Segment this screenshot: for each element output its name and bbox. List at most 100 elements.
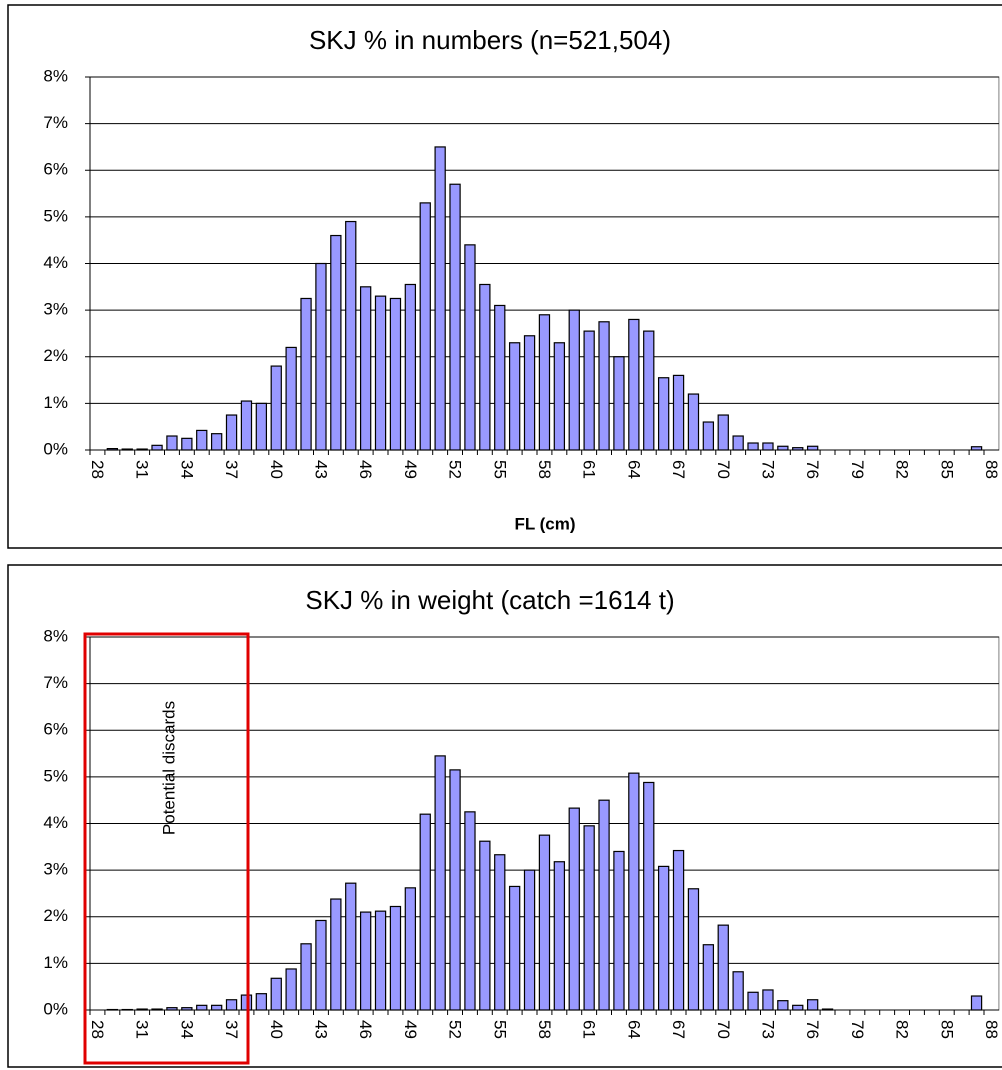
x-tick-label: 64 xyxy=(624,460,643,479)
bar xyxy=(330,898,342,1011)
x-tick-label: 28 xyxy=(88,1020,107,1039)
y-tick-label: 4% xyxy=(43,253,68,272)
y-tick-label: 4% xyxy=(43,813,68,832)
chart-title: SKJ % in numbers (n=521,504) xyxy=(309,25,671,55)
bar xyxy=(762,442,774,451)
x-tick-label: 43 xyxy=(311,460,330,479)
x-tick-label: 31 xyxy=(133,460,152,479)
bar xyxy=(806,999,819,1011)
bar xyxy=(374,910,387,1011)
bar xyxy=(628,772,640,1011)
x-tick-label: 76 xyxy=(803,460,822,479)
bar xyxy=(717,414,729,451)
y-tick-label: 7% xyxy=(43,113,68,132)
bar xyxy=(285,968,297,1011)
bar xyxy=(210,433,223,451)
y-tick-label: 8% xyxy=(43,66,68,85)
bar xyxy=(121,448,133,451)
x-tick-label: 82 xyxy=(893,460,912,479)
bar xyxy=(166,1007,178,1011)
bar xyxy=(732,435,744,451)
bar xyxy=(806,445,819,451)
bar xyxy=(389,297,402,451)
bar xyxy=(166,435,178,451)
x-tick-label: 40 xyxy=(267,1020,286,1039)
bar xyxy=(494,304,506,451)
y-tick-label: 3% xyxy=(43,860,68,879)
y-tick-label: 0% xyxy=(43,439,68,458)
bar xyxy=(538,314,551,451)
y-tick-label: 1% xyxy=(43,953,68,972)
bar xyxy=(494,854,506,1011)
bar xyxy=(643,781,655,1011)
bar xyxy=(151,444,163,451)
bar xyxy=(732,971,744,1011)
x-tick-label: 70 xyxy=(714,1020,733,1039)
bar xyxy=(672,849,685,1011)
bar xyxy=(151,1008,163,1011)
bar xyxy=(270,365,282,451)
bar xyxy=(553,342,566,451)
bar xyxy=(702,944,715,1011)
x-tick-label: 46 xyxy=(356,460,375,479)
bar xyxy=(136,448,148,451)
bar xyxy=(449,183,461,451)
x-tick-label: 49 xyxy=(401,1020,420,1039)
bar xyxy=(523,335,536,451)
x-tick-label: 82 xyxy=(893,1020,912,1039)
x-tick-label: 34 xyxy=(177,1020,196,1039)
bar xyxy=(479,840,491,1011)
bar xyxy=(508,885,521,1011)
bar xyxy=(240,994,253,1011)
bar xyxy=(687,393,700,451)
x-tick-label: 55 xyxy=(490,460,509,479)
bar xyxy=(792,1004,804,1011)
bar xyxy=(613,850,625,1011)
bar xyxy=(300,297,312,451)
bar xyxy=(657,377,670,451)
x-tick-label: 88 xyxy=(982,1020,1001,1039)
x-axis-label: FL (cm) xyxy=(514,514,575,533)
bar xyxy=(196,1004,208,1011)
bar xyxy=(538,834,551,1011)
bar xyxy=(643,330,655,451)
x-tick-label: 37 xyxy=(222,460,241,479)
bar xyxy=(508,342,521,451)
x-tick-label: 64 xyxy=(624,1020,643,1039)
bar xyxy=(777,445,789,451)
x-tick-label: 73 xyxy=(758,460,777,479)
bar xyxy=(613,356,625,451)
bar xyxy=(568,309,580,451)
y-tick-label: 0% xyxy=(43,999,68,1018)
y-tick-label: 8% xyxy=(43,626,68,645)
bar xyxy=(792,447,804,451)
bar xyxy=(553,861,566,1011)
bar xyxy=(970,446,983,451)
bar xyxy=(747,991,759,1011)
x-tick-label: 67 xyxy=(669,1020,688,1039)
x-tick-label: 79 xyxy=(848,1020,867,1039)
panel-border xyxy=(7,564,1002,1068)
bar xyxy=(210,1004,223,1011)
x-tick-label: 37 xyxy=(222,1020,241,1039)
bar xyxy=(389,905,402,1011)
bar xyxy=(404,283,417,451)
bar xyxy=(672,374,685,451)
bar xyxy=(687,888,700,1011)
charts: SKJ % in numbers (n=521,504) 0% 1% 2% 3% 4% 5%… xyxy=(43,25,1001,1039)
bar xyxy=(598,799,610,1011)
x-tick-label: 79 xyxy=(848,460,867,479)
chart-title: SKJ % in weight (catch =1614 t) xyxy=(305,585,674,615)
bar xyxy=(523,869,536,1011)
x-tick-label: 88 xyxy=(982,460,1001,479)
bar xyxy=(434,146,446,451)
bar xyxy=(464,244,476,451)
bar xyxy=(330,234,342,451)
bar xyxy=(404,887,417,1011)
bar xyxy=(762,989,774,1011)
bar xyxy=(136,1008,148,1011)
bar xyxy=(359,286,372,451)
bar xyxy=(449,769,461,1011)
bar xyxy=(181,437,193,451)
